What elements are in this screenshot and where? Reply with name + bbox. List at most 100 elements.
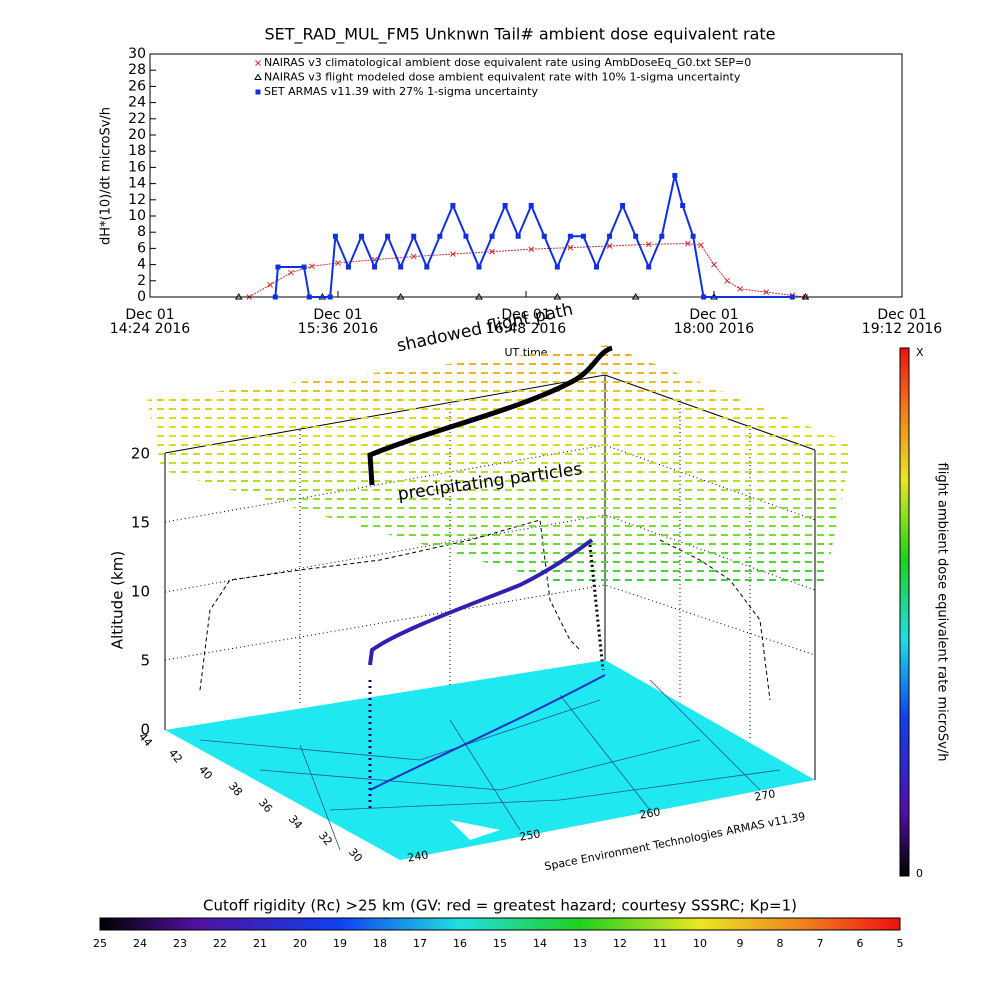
- latitude-tick: 44: [136, 730, 155, 749]
- rigidity-label: 11: [653, 937, 667, 950]
- data-point: [475, 293, 483, 300]
- altitude-tick: 0: [140, 721, 150, 739]
- data-point: [541, 233, 547, 239]
- data-point: [607, 233, 613, 239]
- altitude-tick: 20: [131, 445, 150, 463]
- x-tick-label: 15:36 2016: [298, 321, 379, 337]
- data-point: [275, 264, 281, 270]
- data-point: [385, 233, 391, 239]
- legend-entry: NAIRAS v3 climatological ambient dose eq…: [264, 56, 751, 69]
- x-tick-label: 16:48 2016: [486, 321, 567, 337]
- data-point: [646, 264, 652, 270]
- y-axis-label: dH*(10)/dt microSv/h: [99, 107, 114, 245]
- data-point: [411, 233, 417, 239]
- data-point: [309, 263, 315, 270]
- data-point: [690, 233, 696, 239]
- data-point: [528, 202, 534, 208]
- data-point: [372, 264, 378, 270]
- flight-drop: [588, 544, 605, 671]
- data-point: [234, 293, 243, 300]
- x-tick-label: Dec 01: [125, 307, 174, 323]
- y-tick-label: 14: [128, 176, 146, 192]
- data-point: [396, 293, 405, 300]
- data-point: [789, 294, 795, 300]
- data-point: [685, 240, 691, 247]
- data-point: [554, 264, 560, 270]
- data-point: [680, 202, 686, 208]
- map-gap: [450, 820, 500, 840]
- altitude-label: Altitude (km): [109, 551, 127, 649]
- rigidity-label: 9: [737, 937, 744, 950]
- data-point: [528, 246, 535, 253]
- y-tick-label: 30: [128, 46, 146, 62]
- rigidity-label: 21: [253, 937, 267, 950]
- data-point: [594, 264, 599, 270]
- altitude-tick: 5: [140, 652, 150, 670]
- rigidity-label: 6: [857, 937, 864, 950]
- rigidity-colorbar: [99, 917, 901, 931]
- data-point: [327, 294, 333, 300]
- dose-colorbar: [899, 347, 910, 877]
- latitude-tick: 38: [226, 780, 245, 799]
- y-tick-label: 4: [137, 257, 146, 273]
- legend-entry: NAIRAS v3 flight modeled dose ambient eq…: [264, 71, 741, 84]
- data-point: [476, 264, 482, 270]
- x-tick-label: Dec 01: [689, 307, 738, 323]
- data-point: [606, 243, 613, 249]
- latitude-tick: 36: [256, 796, 275, 815]
- data-point: [359, 233, 364, 239]
- data-point: [633, 233, 639, 239]
- y-tick-label: 18: [128, 143, 146, 159]
- data-point: [698, 242, 704, 249]
- rigidity-label: 22: [213, 937, 227, 950]
- data-point: [567, 233, 573, 239]
- data-point: [567, 244, 574, 251]
- data-point: [553, 293, 562, 300]
- data-point: [335, 260, 341, 266]
- x-tick-label: Dec 01: [313, 307, 362, 323]
- altitude-tick: 15: [131, 514, 150, 532]
- longitude-tick: 260: [638, 805, 661, 821]
- data-point: [410, 253, 417, 260]
- x-tick-label: 19:12 2016: [862, 321, 943, 337]
- data-point: [502, 202, 508, 208]
- y-tick-label: 8: [137, 224, 146, 240]
- rigidity-label: 10: [693, 937, 707, 950]
- data-point: [631, 293, 640, 300]
- map-surface: [165, 660, 815, 860]
- ground-track: [369, 674, 606, 791]
- rigidity-label: 19: [333, 937, 347, 950]
- data-point: [332, 233, 338, 239]
- data-point: [301, 264, 307, 270]
- data-point: [489, 248, 495, 255]
- data-point: [306, 294, 312, 300]
- rigidity-label: 17: [413, 937, 427, 950]
- data-point: [672, 173, 678, 178]
- data-point: [724, 277, 730, 284]
- rigidity-label: 14: [533, 937, 547, 950]
- data-point: [801, 293, 810, 300]
- data-point: [450, 202, 456, 208]
- flight-path: [368, 538, 594, 666]
- altitude-tick: 10: [131, 583, 150, 601]
- x-tick-label: 18:00 2016: [674, 321, 755, 337]
- scene-3d: [140, 340, 860, 860]
- legend-marker: [255, 89, 261, 95]
- longitude-tick: 270: [753, 787, 776, 803]
- y-tick-label: 12: [128, 192, 146, 208]
- chart-title: SET_RAD_MUL_FM5 Unknwn Tail# ambient dos…: [264, 25, 775, 45]
- y-tick-label: 28: [128, 62, 146, 78]
- longitude-tick: 250: [518, 827, 541, 843]
- y-tick-label: 22: [128, 111, 146, 127]
- colorbar-label: flight ambient dose equivalent rate micr…: [935, 463, 950, 762]
- x-tick-label: 14:24 2016: [110, 321, 191, 337]
- y-tick-label: 10: [128, 208, 146, 224]
- data-point: [515, 233, 521, 239]
- data-point: [737, 286, 743, 292]
- rigidity-label: 13: [573, 937, 587, 950]
- data-point: [701, 294, 707, 300]
- data-point: [398, 264, 404, 270]
- data-point: [450, 251, 456, 257]
- rigidity-label: 7: [817, 937, 824, 950]
